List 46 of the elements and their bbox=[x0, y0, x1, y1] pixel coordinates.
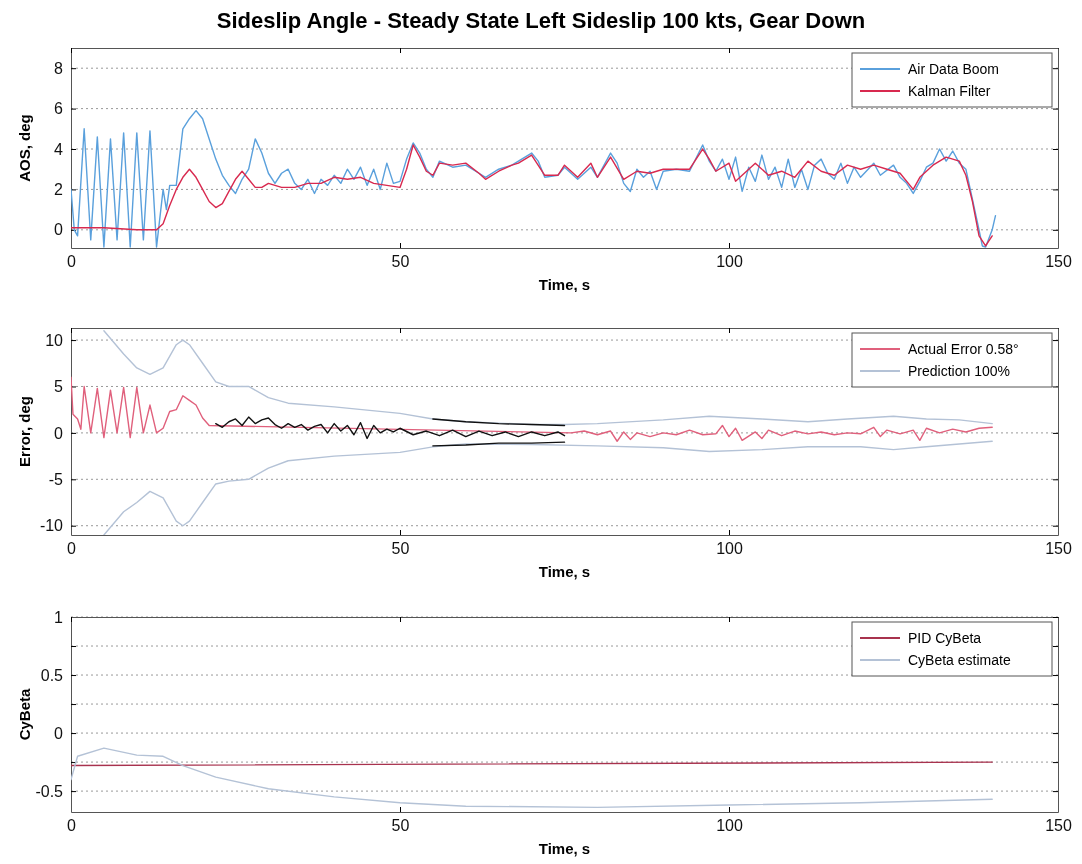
y-tick-label: 6 bbox=[54, 100, 64, 118]
x-tick-label: 150 bbox=[1045, 817, 1072, 835]
legend-label: Kalman Filter bbox=[908, 83, 991, 99]
legend-label: Prediction 100% bbox=[908, 363, 1010, 379]
y-axis-title: AOS, deg bbox=[16, 114, 33, 182]
line-series bbox=[103, 440, 993, 535]
x-tick-label: 0 bbox=[67, 817, 77, 835]
legend-label: Air Data Boom bbox=[908, 61, 1000, 77]
x-tick-label: 100 bbox=[716, 540, 743, 558]
x-tick-label: 0 bbox=[67, 253, 77, 271]
x-tick-label: 100 bbox=[716, 817, 743, 835]
x-tick-label: 50 bbox=[391, 253, 410, 271]
line-series bbox=[215, 416, 566, 440]
y-tick-label: 0 bbox=[54, 424, 64, 442]
y-tick-label: 2 bbox=[54, 181, 64, 199]
line-series bbox=[71, 376, 993, 442]
legend-label: PID CyBeta bbox=[908, 630, 982, 646]
y-tick-label: 10 bbox=[45, 331, 64, 349]
y-tick-label: 8 bbox=[54, 59, 64, 77]
x-axis-title: Time, s bbox=[538, 276, 591, 293]
y-tick-label: 1 bbox=[54, 608, 64, 626]
y-tick-label: 4 bbox=[54, 140, 64, 158]
y-tick-label: -0.5 bbox=[35, 782, 64, 800]
y-tick-label: 0 bbox=[54, 724, 64, 742]
x-tick-label: 100 bbox=[716, 253, 743, 271]
y-tick-label: 0 bbox=[54, 221, 64, 239]
y-tick-label: -10 bbox=[39, 517, 64, 535]
y-tick-label: 5 bbox=[54, 378, 64, 396]
legend-label: CyBeta estimate bbox=[908, 652, 1011, 668]
y-axis-title: Error, deg bbox=[16, 396, 33, 467]
x-tick-label: 150 bbox=[1045, 253, 1072, 271]
y-tick-label: 0.5 bbox=[40, 666, 64, 684]
x-tick-label: 50 bbox=[391, 817, 410, 835]
x-tick-label: 0 bbox=[67, 540, 77, 558]
line-series bbox=[71, 109, 997, 248]
line-series bbox=[432, 418, 566, 427]
y-axis-title: CyBeta bbox=[16, 688, 33, 741]
legend-label: Actual Error 0.58° bbox=[908, 341, 1019, 357]
line-series bbox=[71, 144, 993, 247]
y-tick-label: -5 bbox=[48, 470, 64, 488]
x-axis-title: Time, s bbox=[538, 563, 591, 580]
x-axis-title: Time, s bbox=[538, 840, 591, 857]
x-tick-label: 150 bbox=[1045, 540, 1072, 558]
line-series bbox=[71, 747, 993, 809]
x-tick-label: 50 bbox=[391, 540, 410, 558]
chart-title: Sideslip Angle - Steady State Left Sideslip 100 kts, Gear Down bbox=[216, 8, 866, 33]
